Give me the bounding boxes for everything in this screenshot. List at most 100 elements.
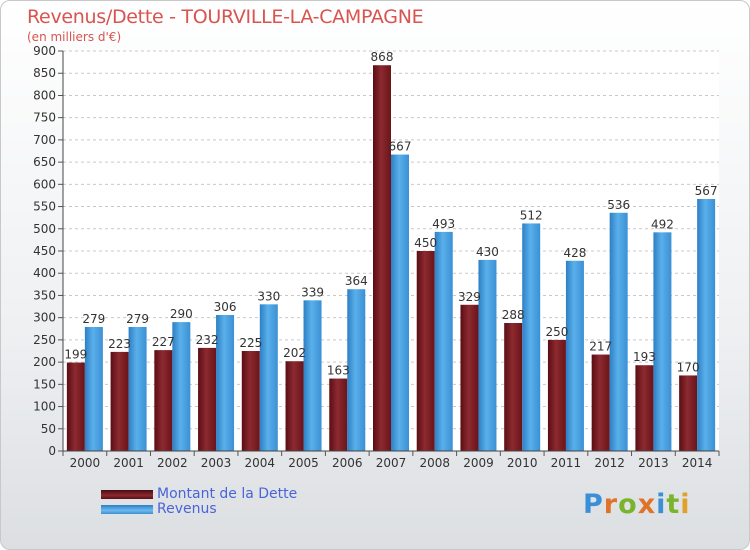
logo-letter: r	[603, 489, 619, 520]
data-label-revenus: 364	[345, 274, 368, 288]
bar-revenus	[434, 231, 453, 451]
x-tick-label: 2011	[551, 456, 582, 470]
y-tick-label: 500	[33, 222, 56, 236]
x-tick-label: 2000	[70, 456, 101, 470]
chart-title: Revenus/Dette - TOURVILLE-LA-CAMPAGNE	[27, 6, 424, 28]
data-label-revenus: 290	[170, 307, 193, 321]
x-tick-label: 2004	[245, 456, 276, 470]
bar-revenus	[609, 212, 628, 451]
y-tick-label: 50	[41, 422, 56, 436]
x-tick-label: 2012	[594, 456, 625, 470]
bar-dette	[504, 323, 523, 451]
data-label-revenus: 330	[257, 289, 280, 303]
legend-swatch-revenus	[101, 505, 153, 514]
data-label-dette: 193	[633, 350, 656, 364]
x-tick-label: 2009	[463, 456, 494, 470]
y-tick-label: 650	[33, 155, 56, 169]
data-label-dette: 232	[196, 333, 219, 347]
x-tick-label: 2008	[419, 456, 450, 470]
bar-revenus	[565, 260, 584, 451]
bar-dette	[416, 251, 435, 451]
x-tick-label: 2002	[157, 456, 188, 470]
y-tick-label: 900	[33, 44, 56, 58]
proxiti-logo: Proxiti	[583, 489, 691, 520]
x-tick-label: 2007	[376, 456, 407, 470]
data-label-dette: 450	[414, 236, 437, 250]
x-tick-label: 2005	[288, 456, 319, 470]
logo-letter: i	[656, 489, 667, 520]
data-label-dette: 202	[283, 346, 306, 360]
y-tick-label: 400	[33, 266, 56, 280]
bar-revenus	[128, 327, 147, 451]
logo-letter: t	[666, 489, 681, 520]
bar-dette	[635, 365, 654, 451]
data-label-revenus: 667	[389, 140, 412, 154]
data-label-revenus: 567	[695, 184, 718, 198]
logo-letter: P	[583, 489, 604, 520]
legend-label-revenus: Revenus	[157, 501, 217, 517]
data-label-dette: 868	[371, 50, 394, 64]
data-label-dette: 250	[545, 325, 568, 339]
data-label-dette: 199	[64, 348, 87, 362]
bar-revenus	[697, 199, 716, 451]
data-label-revenus: 492	[651, 217, 674, 231]
legend-swatch-dette	[101, 490, 153, 499]
data-label-revenus: 430	[476, 245, 499, 259]
chart-subtitle: (en milliers d'€)	[27, 30, 122, 44]
bar-revenus	[653, 232, 672, 451]
bar-dette	[547, 339, 566, 451]
bar-dette	[110, 351, 129, 451]
bar-revenus	[303, 300, 322, 451]
data-label-revenus: 279	[126, 312, 149, 326]
y-tick-label: 700	[33, 133, 56, 147]
data-label-dette: 217	[589, 340, 612, 354]
data-label-dette: 288	[502, 308, 525, 322]
data-label-dette: 163	[327, 364, 350, 378]
bar-dette	[198, 347, 217, 451]
bar-dette	[66, 362, 85, 451]
bar-dette	[373, 65, 391, 451]
y-tick-label: 350	[33, 288, 56, 302]
bar-revenus	[478, 259, 497, 451]
bar-dette	[154, 350, 173, 451]
data-label-dette: 225	[239, 336, 262, 350]
x-tick-label: 2014	[682, 456, 713, 470]
data-label-revenus: 536	[607, 198, 630, 212]
data-label-revenus: 279	[82, 312, 105, 326]
x-tick-label: 2013	[638, 456, 669, 470]
x-tick-label: 2001	[113, 456, 144, 470]
bar-revenus	[522, 223, 541, 451]
data-label-revenus: 493	[432, 217, 455, 231]
bar-dette	[679, 375, 698, 451]
x-tick-label: 2006	[332, 456, 363, 470]
y-tick-label: 750	[33, 111, 56, 125]
y-tick-label: 150	[33, 377, 56, 391]
y-tick-label: 850	[33, 66, 56, 80]
y-tick-label: 0	[48, 444, 56, 458]
y-tick-label: 300	[33, 311, 56, 325]
bar-dette	[591, 354, 610, 451]
bar-revenus	[216, 315, 235, 451]
y-tick-label: 200	[33, 355, 56, 369]
x-tick-label: 2010	[507, 456, 538, 470]
data-label-revenus: 428	[563, 246, 586, 260]
y-tick-label: 800	[33, 88, 56, 102]
data-label-dette: 227	[152, 335, 175, 349]
bar-revenus	[172, 322, 191, 451]
data-label-revenus: 512	[520, 208, 543, 222]
bar-revenus	[259, 304, 278, 451]
y-tick-label: 250	[33, 333, 56, 347]
bar-dette	[460, 304, 479, 451]
bar-dette	[285, 361, 304, 451]
data-label-dette: 329	[458, 290, 481, 304]
data-label-dette: 223	[108, 337, 131, 351]
data-label-revenus: 339	[301, 285, 324, 299]
logo-letter: i	[680, 489, 691, 520]
bar-dette	[241, 351, 260, 451]
y-tick-label: 450	[33, 244, 56, 258]
bar-revenus	[347, 289, 366, 451]
data-label-revenus: 306	[214, 300, 237, 314]
bar-revenus	[391, 154, 409, 452]
